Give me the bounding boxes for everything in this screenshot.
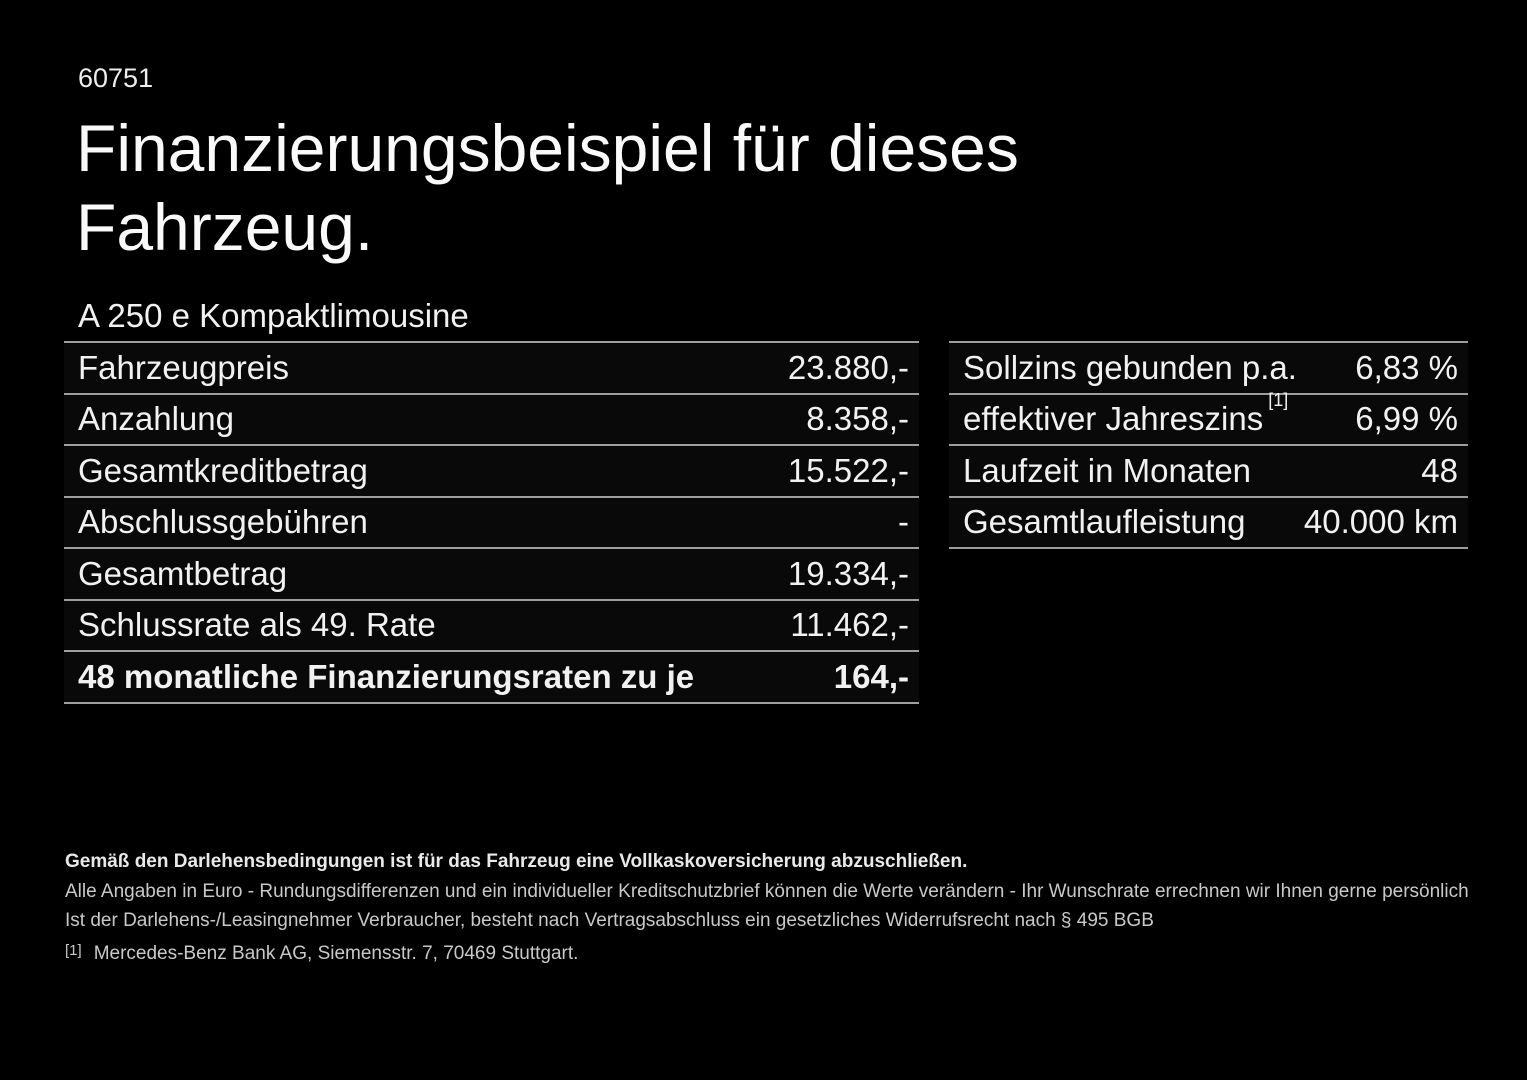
table-row-fahrzeugpreis: Fahrzeugpreis 23.880,-	[64, 341, 919, 393]
table-row-gesamtkreditbetrag: Gesamtkreditbetrag 15.522,-	[64, 444, 919, 496]
row-label: Schlussrate als 49. Rate	[78, 606, 436, 644]
row-value: 48	[1421, 451, 1458, 489]
table-row-anzahlung: Anzahlung 8.358,-	[64, 392, 919, 445]
row-label: 48 monatliche Finanzierungsraten zu je	[78, 657, 695, 695]
row-label: Sollzins gebunden p.a.	[963, 348, 1297, 386]
row-value: 19.334,-	[787, 554, 909, 592]
table-row-abschlussgebuehren: Abschlussgebühren -	[64, 495, 919, 548]
row-value: 6,99 %	[1355, 400, 1458, 438]
table-row-effektiver-jahreszins: effektiver Jahreszins [1] 6,99 %	[949, 390, 1468, 445]
row-value: 164,-	[833, 657, 909, 695]
row-label-text: effektiver Jahreszins	[963, 400, 1264, 438]
row-value: -	[898, 503, 909, 541]
row-value: 6,83 %	[1355, 348, 1458, 386]
row-value: 8.358,-	[806, 400, 909, 438]
footnote-ref: [1]	[1268, 390, 1289, 411]
financing-table: Fahrzeugpreis 23.880,- Anzahlung 8.358,-…	[64, 341, 919, 704]
row-value: 15.522,-	[787, 451, 909, 489]
row-label: Laufzeit in Monaten	[963, 451, 1252, 489]
row-label: Gesamtbetrag	[78, 554, 288, 592]
row-value: 11.462,-	[790, 606, 909, 644]
table-row-schlussrate: Schlussrate als 49. Rate 11.462,-	[64, 598, 919, 651]
disclaimer-line2: Ist der Darlehens-/Leasingnehmer Verbrau…	[65, 910, 1154, 931]
document-number: 60751	[78, 63, 154, 93]
interest-table: Sollzins gebunden p.a. 6,83 % effektiver…	[949, 341, 1468, 549]
row-label: Fahrzeugpreis	[78, 348, 289, 386]
row-label: Abschlussgebühren	[78, 503, 368, 541]
row-label: effektiver Jahreszins [1]	[963, 390, 1288, 438]
table-row-gesamtlaufleistung: Gesamtlaufleistung 40.000 km	[949, 495, 1468, 548]
footnote-marker: [1]	[65, 941, 82, 959]
row-label: Gesamtlaufleistung	[963, 503, 1246, 541]
table-row-laufzeit: Laufzeit in Monaten 48	[949, 444, 1468, 496]
row-value: 23.880,-	[787, 348, 909, 386]
row-label: Gesamtkreditbetrag	[78, 451, 368, 489]
table-row-monatsrate: 48 monatliche Finanzierungsraten zu je 1…	[64, 650, 919, 702]
disclaimer-line1: Alle Angaben in Euro - Rundungsdifferenz…	[65, 880, 1469, 902]
vehicle-model-subtitle: A 250 e Kompaktlimousine	[78, 297, 469, 334]
footer-disclaimer: Gemäß den Darlehensbedingungen ist für d…	[65, 847, 1469, 969]
footnote: [1] Mercedes-Benz Bank AG, Siemensstr. 7,…	[65, 939, 1469, 970]
row-value: 40.000 km	[1303, 503, 1458, 541]
page-title-line2: Fahrzeug.	[76, 190, 374, 264]
row-label: Anzahlung	[78, 400, 234, 438]
insurance-requirement-note: Gemäß den Darlehensbedingungen ist für d…	[65, 851, 968, 872]
page-title-line1: Finanzierungsbeispiel für dieses	[76, 111, 1019, 185]
table-row-gesamtbetrag: Gesamtbetrag 19.334,-	[64, 547, 919, 599]
footnote-text: Mercedes-Benz Bank AG, Siemensstr. 7, 70…	[93, 942, 579, 964]
page-title: Finanzierungsbeispiel für dieses Fahrzeu…	[76, 109, 1019, 267]
table-row-sollzins: Sollzins gebunden p.a. 6,83 %	[949, 341, 1468, 393]
